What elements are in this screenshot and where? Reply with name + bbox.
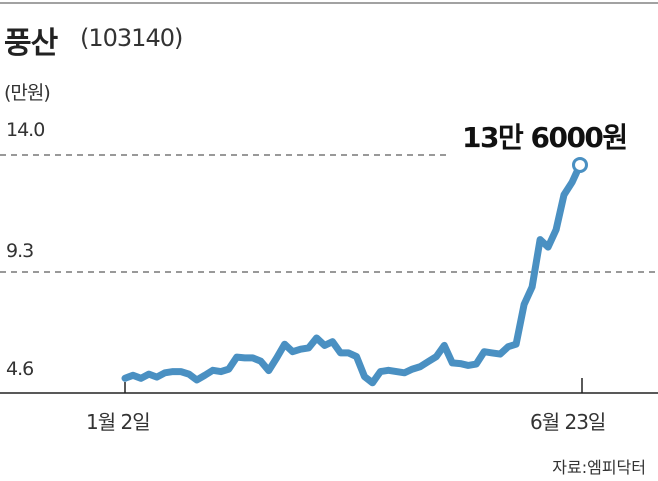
y-unit-label: (만원)	[4, 82, 51, 104]
last-price-annotation: 13만 6000원	[462, 121, 628, 154]
stock-code: (103140)	[80, 24, 183, 52]
chart-title: 풍산	[4, 26, 58, 61]
y-tick-label: 4.6	[6, 358, 34, 380]
y-tick-label: 14.0	[6, 119, 45, 141]
price-line	[121, 161, 584, 387]
x-tick-label: 1월 2일	[86, 410, 151, 434]
y-tick-label: 9.3	[6, 240, 34, 262]
source-note: 자료:엠피닥터	[552, 458, 646, 477]
last-point-marker	[572, 156, 588, 173]
x-tick-label: 6월 23일	[530, 410, 606, 434]
